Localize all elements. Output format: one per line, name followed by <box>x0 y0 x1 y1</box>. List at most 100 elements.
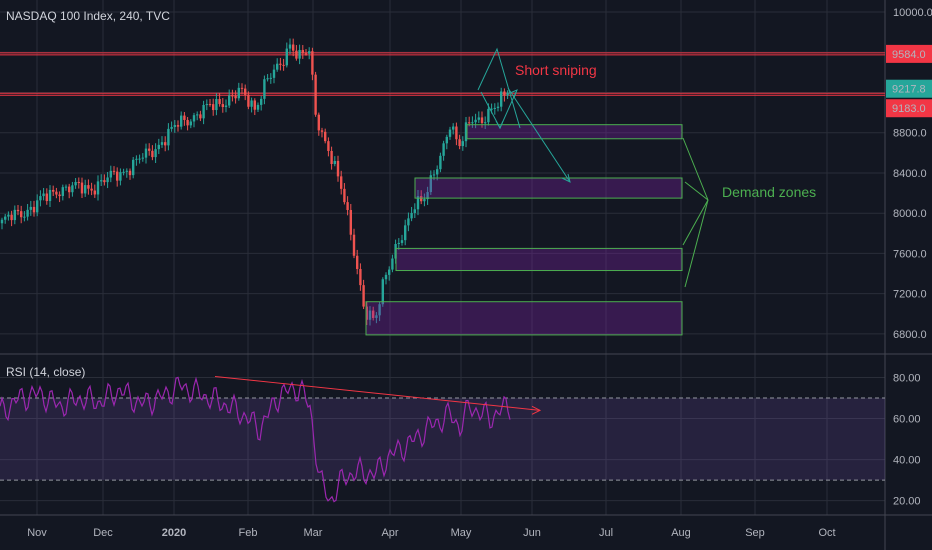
rsi-line <box>0 376 511 503</box>
rsi-tick-label: 80.00 <box>893 373 921 385</box>
candle-body <box>42 193 45 197</box>
projection-path-up <box>477 47 521 129</box>
demand-arrow <box>684 199 709 288</box>
candle-body <box>266 78 269 80</box>
candle-body <box>384 274 388 280</box>
price-tick-label: 6800.0 <box>893 329 927 341</box>
candle-body <box>327 141 330 151</box>
candle-body <box>148 148 151 151</box>
time-tick-label: Oct <box>818 527 835 539</box>
candle-body <box>263 79 266 99</box>
candle-body <box>32 206 36 213</box>
demand-arrow <box>682 137 709 201</box>
time-tick-label: 2020 <box>162 527 186 539</box>
candle-body <box>288 44 292 49</box>
candle-body <box>196 114 199 116</box>
candle-body <box>119 172 122 181</box>
candle-body <box>80 182 84 194</box>
candle-body <box>237 87 240 99</box>
candle-body <box>167 128 170 146</box>
candle-body <box>426 192 429 200</box>
candle-body <box>477 117 480 120</box>
candle-body <box>87 185 90 189</box>
candle-body <box>295 50 298 59</box>
demand-zone <box>395 247 683 272</box>
candle-body <box>429 175 432 193</box>
candle-body <box>400 240 404 243</box>
candle-body <box>260 98 263 105</box>
candle-body <box>324 131 327 142</box>
candle-body <box>244 88 247 95</box>
candle-body <box>480 117 484 124</box>
time-tick-label: May <box>451 527 472 539</box>
candle-body <box>423 199 426 202</box>
candle-body <box>157 144 160 150</box>
candle-body <box>471 122 474 124</box>
candle-body <box>256 104 260 110</box>
candle-body <box>349 209 352 235</box>
candle-body <box>58 194 61 197</box>
candle-body <box>301 49 304 54</box>
candle-body <box>160 142 164 145</box>
candle-body <box>352 234 356 256</box>
candle-body <box>23 216 26 218</box>
candle-body <box>474 119 477 123</box>
price-tick-label: 7600.0 <box>893 248 927 260</box>
candle-body <box>340 176 343 189</box>
price-tick-label: 10000.0 <box>893 7 932 19</box>
candle-body <box>154 149 157 158</box>
price-tag-label: 9217.8 <box>892 84 926 96</box>
candle-body <box>90 188 93 191</box>
demand-arrow <box>682 199 709 246</box>
candle-body <box>128 170 132 176</box>
candle-body <box>16 209 20 212</box>
candle-body <box>500 91 503 107</box>
candle-body <box>359 268 362 286</box>
candle-body <box>452 126 455 130</box>
candle-body <box>109 170 112 178</box>
candle-body <box>186 119 189 126</box>
candle-body <box>336 160 340 177</box>
candle-body <box>84 185 87 194</box>
candle-body <box>468 122 471 124</box>
candle-body <box>391 258 394 270</box>
price-tag-label: 9584.0 <box>892 49 926 61</box>
candle-body <box>493 107 496 109</box>
candle-body <box>173 125 176 127</box>
candle-body <box>346 202 349 210</box>
candle-body <box>442 143 445 156</box>
arrowhead <box>509 89 518 99</box>
candle-body <box>416 196 420 210</box>
time-tick-label: Aug <box>671 527 691 539</box>
time-tick-label: Jun <box>523 527 541 539</box>
candle-body <box>180 115 183 127</box>
candle-body <box>103 180 106 183</box>
candle-body <box>10 214 13 221</box>
candle-body <box>407 218 410 226</box>
candle-body <box>388 269 391 275</box>
candle-body <box>356 255 359 269</box>
candle-body <box>151 150 154 158</box>
candle-body <box>7 214 10 217</box>
candle-body <box>240 87 244 89</box>
time-tick-label: Apr <box>381 527 398 539</box>
candle-body <box>39 196 42 201</box>
price-tag <box>886 79 932 98</box>
candle-body <box>308 51 311 54</box>
candle-body <box>381 279 384 305</box>
price-tag <box>886 44 932 63</box>
candle-body <box>461 141 464 147</box>
candle-body <box>45 193 48 202</box>
candle-body <box>221 104 224 108</box>
price-tick-label: 8400.0 <box>893 168 927 180</box>
price-tag <box>886 99 932 118</box>
candle-body <box>20 211 23 218</box>
candle-body <box>183 115 186 120</box>
candle-body <box>276 63 279 70</box>
candle-body <box>330 150 333 165</box>
demand-arrow <box>684 181 709 201</box>
candle-body <box>487 108 490 123</box>
candle-body <box>343 188 346 203</box>
candle-body <box>317 114 320 131</box>
